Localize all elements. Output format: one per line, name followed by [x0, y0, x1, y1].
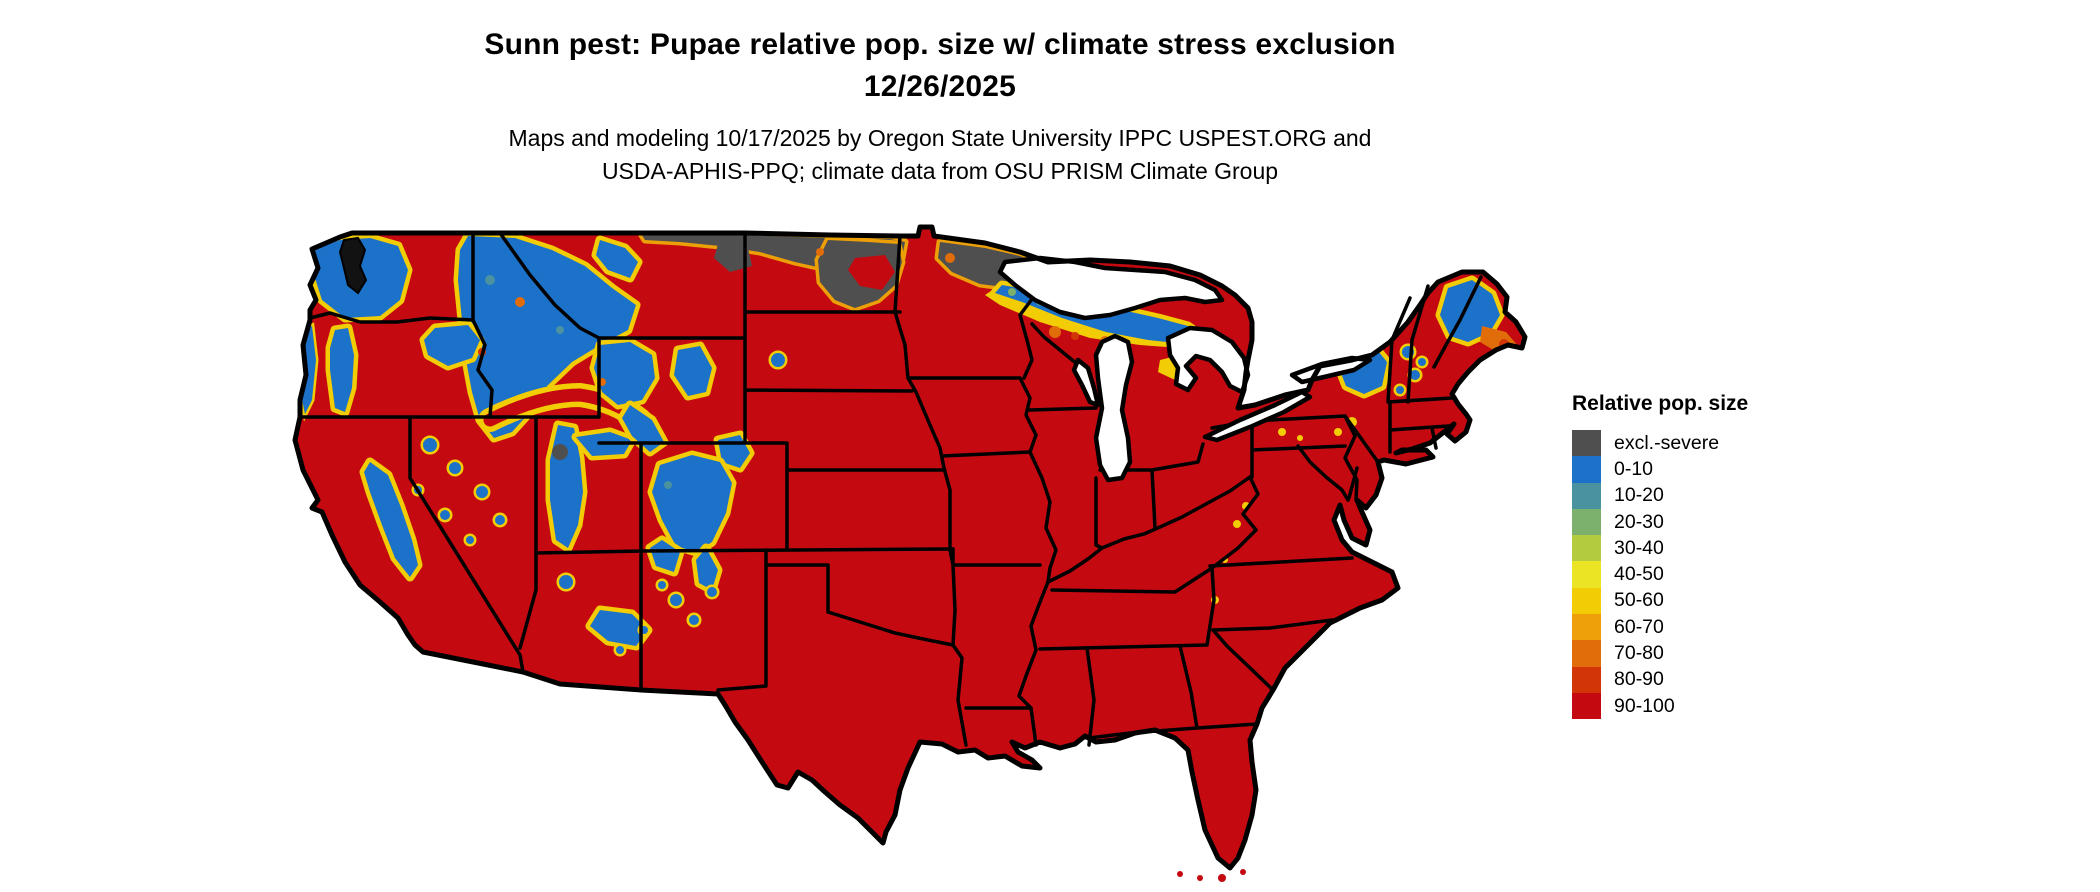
legend-item: 70-80 [1572, 640, 1812, 667]
title-line-2: 12/26/2025 [863, 70, 1017, 103]
legend-label: 90-100 [1614, 694, 1675, 717]
great-lakes [997, 255, 1373, 483]
lake-erie [1202, 389, 1313, 443]
map-subtitle: Maps and modeling 10/17/2025 by Oregon S… [0, 122, 1880, 188]
puget-sound [338, 236, 368, 295]
lake-michigan [1093, 333, 1135, 483]
legend-item: 90-100 [1572, 692, 1812, 720]
blue-colorado-rockies [647, 450, 737, 557]
legend-swatch [1572, 614, 1601, 641]
legend-item: 10-20 [1572, 482, 1812, 509]
legend-swatch [1572, 561, 1601, 588]
legend-item: 60-70 [1572, 614, 1812, 641]
map-title: Sunn pest: Pupae relative pop. size w/ c… [0, 24, 1880, 108]
excluded-finger [714, 244, 752, 272]
legend-item: 80-90 [1572, 666, 1812, 693]
great-salt-lake [552, 444, 568, 460]
blue-sierra-nevada [359, 457, 423, 582]
blue-black-hills [768, 350, 788, 370]
legend-swatch [1572, 508, 1601, 536]
legend-swatch [1572, 640, 1601, 667]
legend-item: 30-40 [1572, 535, 1812, 562]
legend-label: 70-80 [1614, 642, 1664, 665]
blue-wind-river [617, 400, 669, 457]
legend-label: 10-20 [1614, 484, 1664, 507]
legend: Relative pop. size excl.-severe 0-10 10-… [1572, 392, 1812, 720]
legend-label: excl.-severe [1614, 431, 1720, 454]
legend-label: 80-90 [1614, 668, 1664, 691]
legend-item: 20-30 [1572, 508, 1812, 536]
legend-label: 0-10 [1614, 457, 1654, 480]
lake-superior [997, 255, 1225, 321]
legend-swatch [1572, 456, 1601, 483]
title-line-1: Sunn pest: Pupae relative pop. size w/ c… [484, 28, 1396, 61]
legend-swatch [1572, 692, 1601, 720]
blue-nevada-specks [411, 435, 508, 547]
subtitle-line-1: Maps and modeling 10/17/2025 by Oregon S… [508, 125, 1372, 151]
blue-bighorns [669, 341, 717, 401]
legend-label: 40-50 [1614, 563, 1664, 586]
legend-swatch [1572, 430, 1601, 457]
lake-huron [1165, 325, 1251, 395]
legend-label: 30-40 [1614, 536, 1664, 559]
legend-label: 60-70 [1614, 615, 1664, 638]
legend-item: 0-10 [1572, 456, 1812, 483]
blue-oregon-blue-mountains [419, 320, 485, 371]
legend-swatch [1572, 482, 1601, 509]
florida-keys [1177, 869, 1246, 882]
blue-montana-ranges [591, 235, 643, 283]
subtitle-line-2: USDA-APHIS-PPQ; climate data from OSU PR… [601, 158, 1279, 184]
legend-swatch [1572, 587, 1601, 615]
blue-san-juans [645, 535, 685, 577]
legend-label: 20-30 [1614, 510, 1664, 533]
blue-oregon-cascades [325, 323, 359, 417]
blue-sangre-de-cristo [691, 543, 723, 595]
red-inlier-north-dakota [848, 255, 895, 290]
green-bay [1071, 357, 1101, 408]
legend-swatch [1572, 535, 1601, 562]
blue-mogollon-rim [585, 605, 653, 651]
legend-item: 50-60 [1572, 587, 1812, 615]
legend-label: 50-60 [1614, 589, 1664, 612]
blue-yellowstone [589, 337, 660, 410]
legend-item: 40-50 [1572, 561, 1812, 588]
legend-swatch [1572, 666, 1601, 693]
blue-southwest-specks [556, 572, 720, 657]
legend-title: Relative pop. size [1572, 392, 1749, 415]
legend-item: excl.-severe [1572, 430, 1812, 457]
